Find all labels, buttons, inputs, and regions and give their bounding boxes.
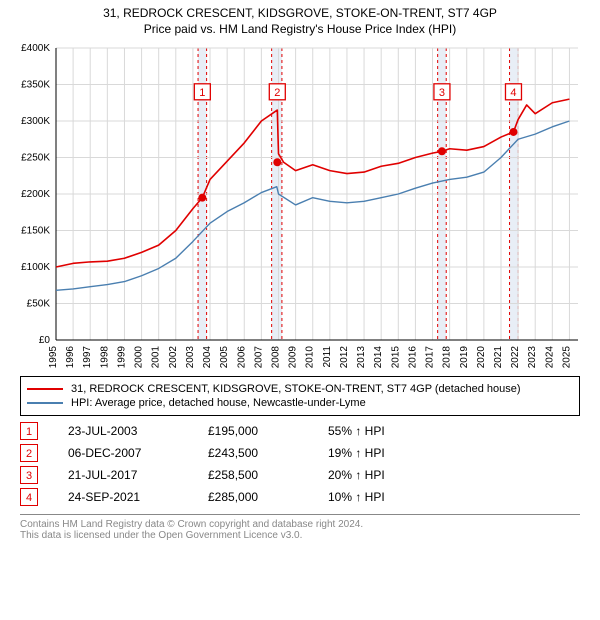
svg-text:1997: 1997 [82,346,93,369]
svg-text:1999: 1999 [116,346,127,369]
transactions-table: 1 23-JUL-2003£195,00055% ↑ HPI 2 06-DEC-200… [20,422,580,506]
svg-text:1: 1 [199,87,205,99]
transaction-delta: 10% ↑ HPI [328,490,468,504]
svg-text:£0: £0 [39,335,51,346]
transaction-date: 06-DEC-2007 [68,446,208,460]
legend-label: 31, REDROCK CRESCENT, KIDSGROVE, STOKE-O… [71,383,521,395]
svg-text:2018: 2018 [442,346,453,369]
transaction-delta: 19% ↑ HPI [328,446,468,460]
legend-swatch [27,388,63,390]
svg-text:2022: 2022 [510,346,521,369]
transaction-row: 1 23-JUL-2003£195,00055% ↑ HPI [20,422,580,440]
svg-text:£350K: £350K [21,80,50,91]
transaction-marker: 3 [20,466,38,484]
footer-line: Contains HM Land Registry data © Crown c… [20,519,580,530]
svg-text:£150K: £150K [21,226,50,237]
svg-text:2024: 2024 [544,346,555,369]
transaction-row: 3 21-JUL-2017£258,50020% ↑ HPI [20,466,580,484]
svg-text:4: 4 [510,87,516,99]
svg-text:2005: 2005 [219,346,230,369]
svg-text:2007: 2007 [253,346,264,369]
svg-text:1995: 1995 [48,346,59,369]
svg-text:1996: 1996 [65,346,76,369]
transaction-price: £243,500 [208,446,328,460]
legend-item: 31, REDROCK CRESCENT, KIDSGROVE, STOKE-O… [27,383,573,395]
transaction-date: 23-JUL-2003 [68,424,208,438]
svg-text:2025: 2025 [561,346,572,369]
svg-text:£50K: £50K [27,299,51,310]
transaction-row: 2 06-DEC-2007£243,50019% ↑ HPI [20,444,580,462]
svg-text:2002: 2002 [168,346,179,369]
svg-text:2009: 2009 [288,346,299,369]
svg-text:2019: 2019 [459,346,470,369]
svg-text:2014: 2014 [373,346,384,369]
svg-text:2016: 2016 [407,346,418,369]
svg-text:2012: 2012 [339,346,350,369]
svg-text:2013: 2013 [356,346,367,369]
legend-swatch [27,402,63,404]
svg-text:2: 2 [274,87,280,99]
legend-label: HPI: Average price, detached house, Newc… [71,397,366,409]
legend-item: HPI: Average price, detached house, Newc… [27,397,573,409]
transaction-date: 21-JUL-2017 [68,468,208,482]
chart-svg: £0 £50K £100K £150K £200K £250K £300K £350K £400… [8,40,592,370]
chart-legend: 31, REDROCK CRESCENT, KIDSGROVE, STOKE-O… [20,376,580,416]
transaction-marker: 1 [20,422,38,440]
svg-text:2017: 2017 [425,346,436,369]
transaction-marker: 2 [20,444,38,462]
svg-text:3: 3 [439,87,445,99]
svg-text:2021: 2021 [493,346,504,369]
svg-text:£300K: £300K [21,116,50,127]
svg-text:2008: 2008 [270,346,281,369]
svg-text:£200K: £200K [21,189,50,200]
svg-text:2003: 2003 [185,346,196,369]
transaction-price: £285,000 [208,490,328,504]
page-subtitle: Price paid vs. HM Land Registry's House … [8,22,592,36]
svg-text:£400K: £400K [21,43,50,54]
svg-text:2020: 2020 [476,346,487,369]
svg-text:2004: 2004 [202,346,213,369]
transaction-marker: 4 [20,488,38,506]
svg-text:2023: 2023 [527,346,538,369]
svg-text:2006: 2006 [236,346,247,369]
transaction-date: 24-SEP-2021 [68,490,208,504]
footer-line: This data is licensed under the Open Gov… [20,530,580,541]
footer-attribution: Contains HM Land Registry data © Crown c… [20,514,580,541]
svg-text:£100K: £100K [21,262,50,273]
svg-text:£250K: £250K [21,153,50,164]
svg-text:2015: 2015 [390,346,401,369]
svg-text:1998: 1998 [99,346,110,369]
page-title: 31, REDROCK CRESCENT, KIDSGROVE, STOKE-O… [8,6,592,20]
svg-text:2000: 2000 [134,346,145,369]
transaction-price: £258,500 [208,468,328,482]
transaction-price: £195,000 [208,424,328,438]
svg-text:2010: 2010 [305,346,316,369]
transaction-delta: 20% ↑ HPI [328,468,468,482]
transaction-delta: 55% ↑ HPI [328,424,468,438]
transaction-row: 4 24-SEP-2021£285,00010% ↑ HPI [20,488,580,506]
price-chart: £0 £50K £100K £150K £200K £250K £300K £350K £400… [8,40,592,370]
svg-text:2011: 2011 [322,346,333,368]
svg-text:2001: 2001 [151,346,162,369]
